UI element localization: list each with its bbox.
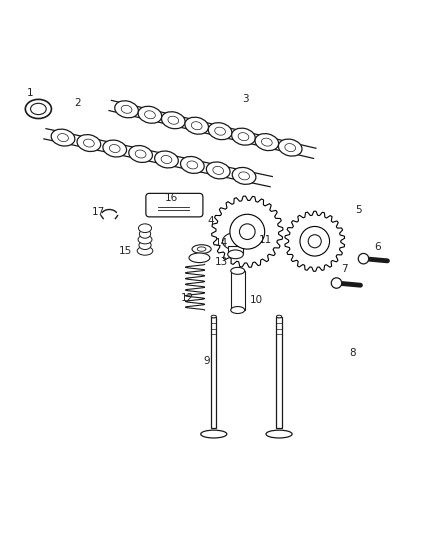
Ellipse shape xyxy=(191,122,202,130)
Ellipse shape xyxy=(261,138,272,146)
Ellipse shape xyxy=(185,117,208,134)
Ellipse shape xyxy=(145,111,155,119)
Text: 8: 8 xyxy=(350,348,357,358)
Ellipse shape xyxy=(138,235,152,244)
Ellipse shape xyxy=(138,106,162,123)
Circle shape xyxy=(308,235,321,248)
Ellipse shape xyxy=(110,144,120,152)
Ellipse shape xyxy=(232,128,255,145)
Ellipse shape xyxy=(129,146,152,163)
Ellipse shape xyxy=(279,139,302,156)
Circle shape xyxy=(230,214,265,249)
Polygon shape xyxy=(285,211,345,271)
Ellipse shape xyxy=(139,241,151,249)
Ellipse shape xyxy=(255,134,279,151)
Ellipse shape xyxy=(232,167,256,184)
Ellipse shape xyxy=(228,250,244,259)
Text: 9: 9 xyxy=(204,357,210,366)
Circle shape xyxy=(240,224,255,239)
Text: 7: 7 xyxy=(341,264,348,274)
Ellipse shape xyxy=(180,157,204,173)
Circle shape xyxy=(300,227,329,256)
Ellipse shape xyxy=(103,140,127,157)
Ellipse shape xyxy=(192,245,211,254)
Polygon shape xyxy=(212,196,283,268)
Ellipse shape xyxy=(215,127,226,135)
Ellipse shape xyxy=(115,101,138,118)
Ellipse shape xyxy=(223,232,249,250)
Ellipse shape xyxy=(31,103,46,115)
Text: 13: 13 xyxy=(215,257,228,267)
Text: 16: 16 xyxy=(165,193,178,203)
Ellipse shape xyxy=(238,133,249,141)
Ellipse shape xyxy=(276,315,282,318)
Ellipse shape xyxy=(189,253,210,263)
Ellipse shape xyxy=(208,123,232,140)
FancyBboxPatch shape xyxy=(146,193,203,217)
Ellipse shape xyxy=(77,135,101,151)
Circle shape xyxy=(358,254,369,264)
Text: 5: 5 xyxy=(355,205,362,215)
Polygon shape xyxy=(228,246,244,254)
Ellipse shape xyxy=(231,306,245,313)
Text: 17: 17 xyxy=(92,207,105,216)
Text: 15: 15 xyxy=(119,246,132,256)
Ellipse shape xyxy=(161,156,172,164)
Circle shape xyxy=(331,278,342,288)
Polygon shape xyxy=(211,317,216,427)
Ellipse shape xyxy=(84,139,94,147)
Ellipse shape xyxy=(155,151,178,168)
Ellipse shape xyxy=(121,106,132,114)
Ellipse shape xyxy=(266,430,292,438)
Ellipse shape xyxy=(25,99,51,118)
Ellipse shape xyxy=(231,268,245,274)
Ellipse shape xyxy=(58,134,68,142)
Ellipse shape xyxy=(285,143,296,151)
Ellipse shape xyxy=(51,129,75,146)
Polygon shape xyxy=(276,317,282,427)
Ellipse shape xyxy=(168,116,179,124)
Text: 11: 11 xyxy=(259,235,272,245)
Text: 3: 3 xyxy=(242,94,248,104)
Ellipse shape xyxy=(187,161,198,169)
Text: 1: 1 xyxy=(26,88,33,98)
Text: 6: 6 xyxy=(374,242,381,252)
Ellipse shape xyxy=(239,172,250,180)
Ellipse shape xyxy=(211,315,216,318)
Polygon shape xyxy=(231,271,245,310)
Text: 14: 14 xyxy=(215,238,228,247)
Ellipse shape xyxy=(162,112,185,129)
Ellipse shape xyxy=(201,430,227,438)
Ellipse shape xyxy=(197,247,206,251)
Ellipse shape xyxy=(138,224,152,232)
Ellipse shape xyxy=(213,166,223,174)
Text: 10: 10 xyxy=(249,295,262,304)
Text: 2: 2 xyxy=(74,98,81,108)
Ellipse shape xyxy=(139,230,151,238)
Ellipse shape xyxy=(137,246,153,255)
Ellipse shape xyxy=(206,162,230,179)
Text: 4: 4 xyxy=(208,216,215,226)
Text: 12: 12 xyxy=(181,293,194,303)
Ellipse shape xyxy=(135,150,146,158)
